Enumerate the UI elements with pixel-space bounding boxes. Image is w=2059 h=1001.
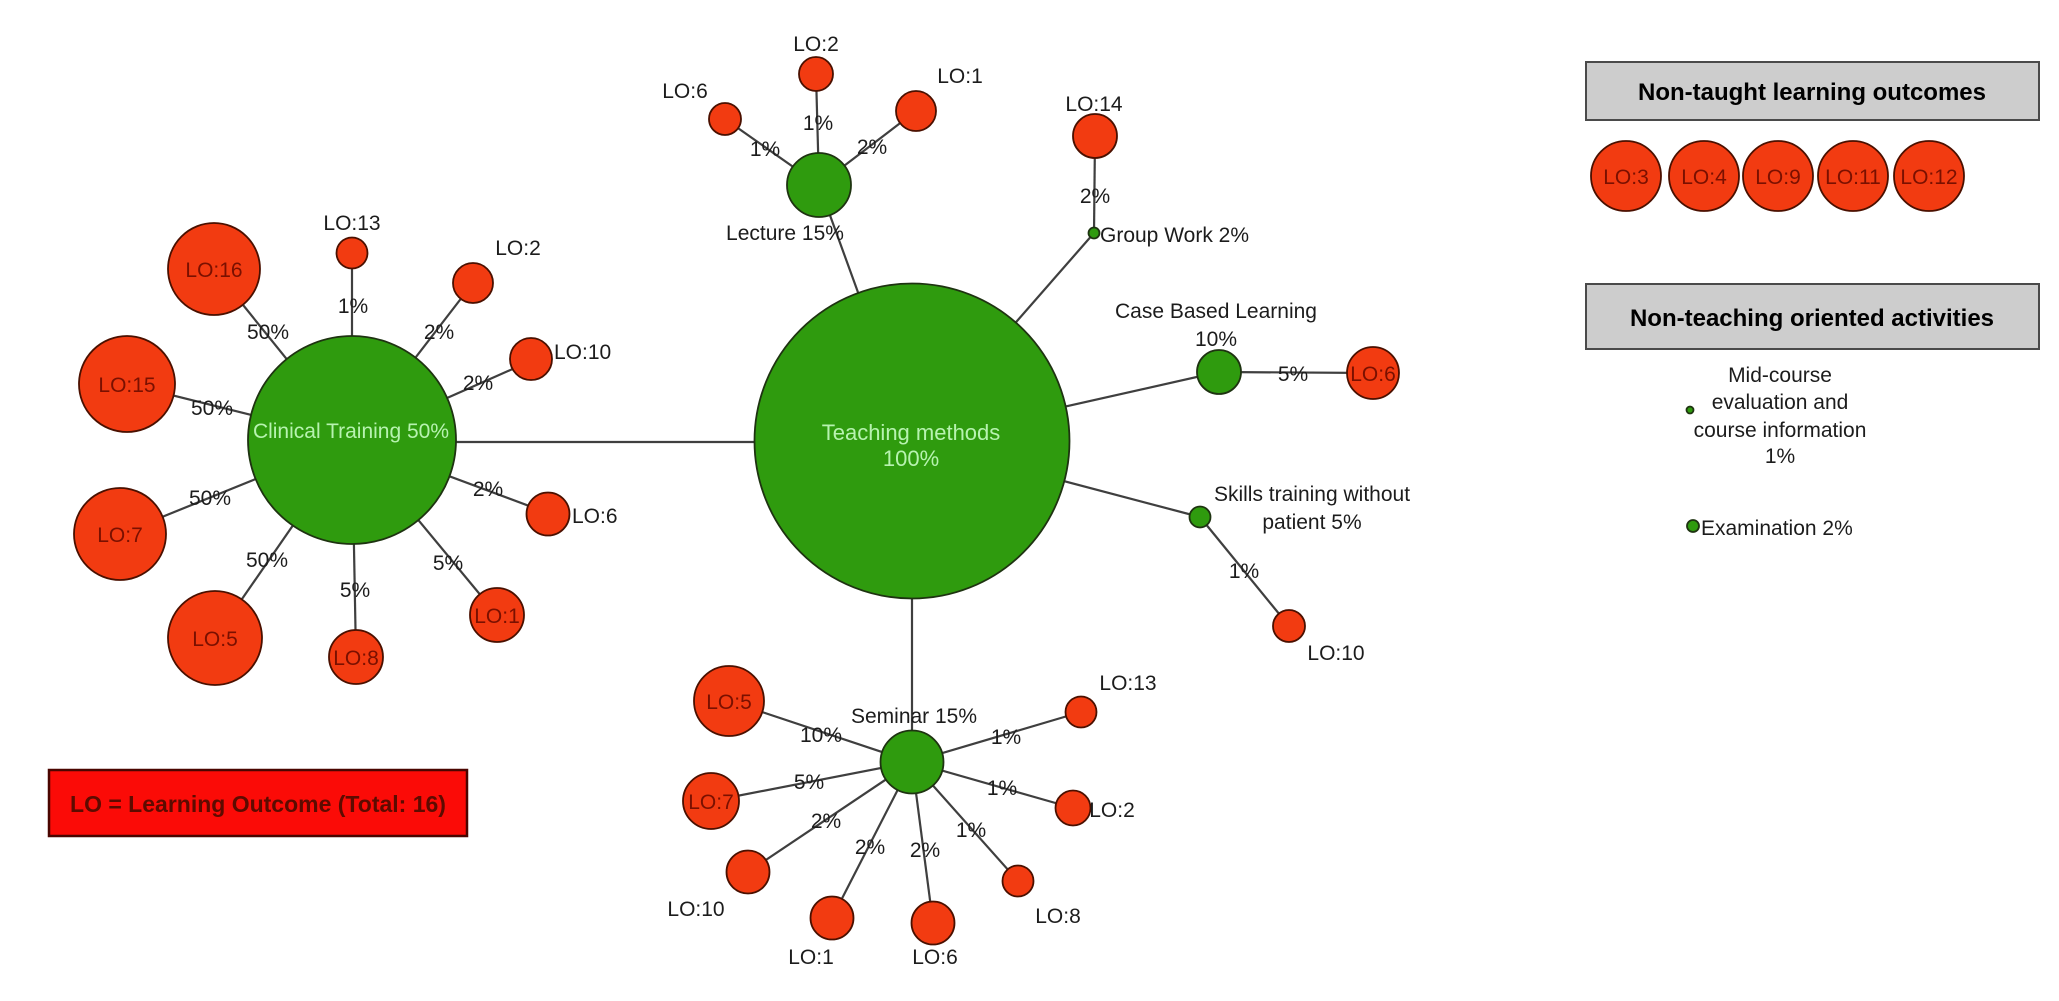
svg-text:50%: 50% bbox=[189, 487, 231, 510]
svg-text:Skills training without: Skills training without bbox=[1214, 483, 1410, 506]
svg-text:LO:6: LO:6 bbox=[1350, 363, 1396, 386]
svg-text:LO:8: LO:8 bbox=[1035, 905, 1081, 928]
svg-text:LO:5: LO:5 bbox=[192, 628, 238, 651]
svg-text:LO:11: LO:11 bbox=[1825, 166, 1881, 189]
svg-text:50%: 50% bbox=[247, 321, 289, 344]
svg-text:LO:2: LO:2 bbox=[495, 237, 541, 260]
svg-text:LO:13: LO:13 bbox=[1099, 672, 1156, 695]
svg-text:Examination 2%: Examination 2% bbox=[1701, 517, 1853, 540]
svg-text:Clinical Training 50%: Clinical Training 50% bbox=[253, 420, 449, 443]
svg-text:50%: 50% bbox=[246, 549, 288, 572]
svg-text:1%: 1% bbox=[956, 819, 986, 842]
svg-text:1%: 1% bbox=[338, 295, 368, 318]
svg-text:50%: 50% bbox=[191, 397, 233, 420]
svg-text:10%: 10% bbox=[1195, 328, 1237, 351]
svg-text:Teaching methods: Teaching methods bbox=[822, 420, 1001, 445]
svg-text:2%: 2% bbox=[855, 836, 885, 859]
svg-text:5%: 5% bbox=[340, 579, 370, 602]
svg-text:LO:2: LO:2 bbox=[793, 33, 839, 56]
svg-text:5%: 5% bbox=[794, 771, 824, 794]
svg-text:Non-taught learning outcomes: Non-taught learning outcomes bbox=[1638, 79, 1986, 106]
svg-text:1%: 1% bbox=[803, 112, 833, 135]
svg-text:Seminar 15%: Seminar 15% bbox=[851, 705, 977, 728]
svg-text:LO:7: LO:7 bbox=[97, 524, 143, 547]
svg-text:patient 5%: patient 5% bbox=[1262, 511, 1361, 534]
svg-text:LO:6: LO:6 bbox=[662, 80, 708, 103]
svg-text:LO:16: LO:16 bbox=[185, 259, 242, 282]
svg-text:LO:6: LO:6 bbox=[572, 505, 618, 528]
svg-text:LO:6: LO:6 bbox=[912, 946, 958, 969]
svg-text:2%: 2% bbox=[857, 136, 887, 159]
svg-text:LO:4: LO:4 bbox=[1681, 166, 1727, 189]
svg-text:LO:9: LO:9 bbox=[1755, 166, 1801, 189]
svg-text:5%: 5% bbox=[433, 552, 463, 575]
svg-text:LO:5: LO:5 bbox=[706, 691, 752, 714]
svg-text:Group Work 2%: Group Work 2% bbox=[1100, 224, 1249, 247]
svg-text:LO:3: LO:3 bbox=[1603, 166, 1649, 189]
svg-text:LO:14: LO:14 bbox=[1065, 93, 1123, 116]
svg-text:evaluation and: evaluation and bbox=[1712, 391, 1849, 414]
svg-text:Mid-course: Mid-course bbox=[1728, 364, 1832, 387]
svg-text:2%: 2% bbox=[1080, 185, 1110, 208]
svg-text:100%: 100% bbox=[883, 446, 939, 471]
svg-text:1%: 1% bbox=[750, 138, 780, 161]
svg-text:LO:1: LO:1 bbox=[937, 65, 983, 88]
svg-text:LO:12: LO:12 bbox=[1900, 166, 1957, 189]
svg-text:1%: 1% bbox=[1765, 445, 1795, 468]
svg-text:LO:2: LO:2 bbox=[1089, 799, 1135, 822]
svg-text:1%: 1% bbox=[991, 726, 1021, 749]
svg-text:2%: 2% bbox=[910, 839, 940, 862]
svg-text:2%: 2% bbox=[811, 810, 841, 833]
svg-text:LO:1: LO:1 bbox=[788, 946, 834, 969]
svg-text:LO:7: LO:7 bbox=[688, 791, 734, 814]
svg-text:1%: 1% bbox=[1229, 560, 1259, 583]
svg-text:Lecture 15%: Lecture 15% bbox=[726, 222, 844, 245]
svg-text:1%: 1% bbox=[987, 777, 1017, 800]
svg-text:LO:1: LO:1 bbox=[474, 605, 520, 628]
svg-text:LO:10: LO:10 bbox=[1307, 642, 1364, 665]
svg-text:Case Based Learning: Case Based Learning bbox=[1115, 300, 1317, 323]
svg-text:LO:13: LO:13 bbox=[323, 212, 380, 235]
svg-text:course information: course information bbox=[1694, 419, 1867, 442]
svg-text:2%: 2% bbox=[424, 321, 454, 344]
svg-text:Non-teaching oriented activiti: Non-teaching oriented activities bbox=[1630, 305, 1994, 332]
svg-text:LO:15: LO:15 bbox=[98, 374, 155, 397]
svg-text:LO:10: LO:10 bbox=[667, 898, 724, 921]
svg-text:2%: 2% bbox=[473, 478, 503, 501]
svg-text:LO = Learning Outcome (Total:: LO = Learning Outcome (Total: 16) bbox=[70, 791, 446, 817]
svg-text:2%: 2% bbox=[463, 372, 493, 395]
svg-text:10%: 10% bbox=[800, 724, 842, 747]
svg-text:LO:10: LO:10 bbox=[554, 341, 611, 364]
svg-text:5%: 5% bbox=[1278, 363, 1308, 386]
svg-text:LO:8: LO:8 bbox=[333, 647, 379, 670]
